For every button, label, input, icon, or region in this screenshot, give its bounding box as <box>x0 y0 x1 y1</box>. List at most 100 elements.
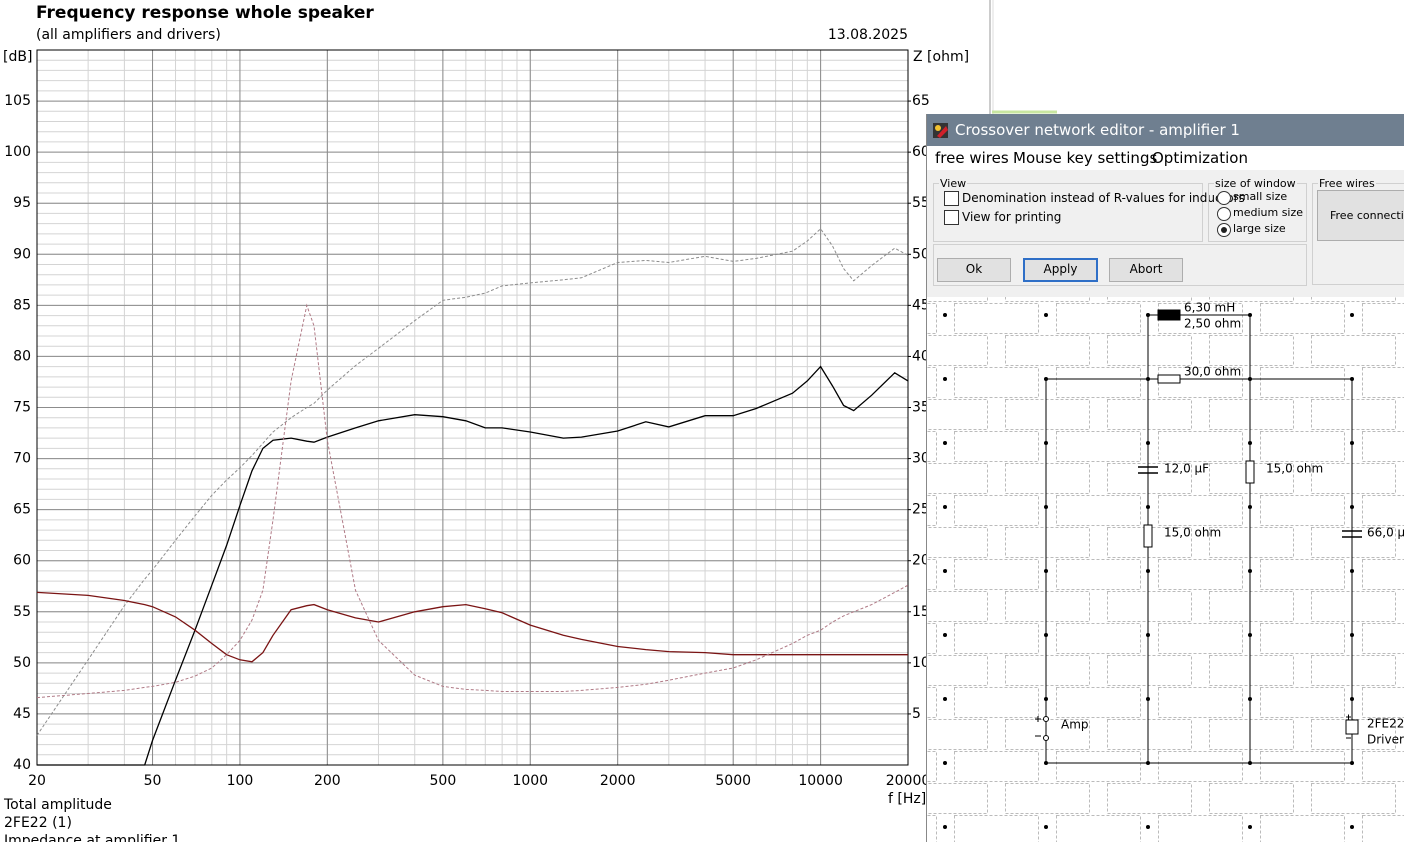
radio-label[interactable]: small size <box>1233 190 1288 203</box>
grid-dot <box>1044 825 1048 829</box>
y2-tick-label: 55 <box>912 195 930 211</box>
series-line <box>36 228 909 736</box>
x-tick-label: 10000 <box>798 773 843 789</box>
component-label: 15,0 ohm <box>1266 462 1323 476</box>
grid-dot <box>1248 441 1252 445</box>
y-tick-label: 40 <box>13 757 31 773</box>
y2-tick-label: 50 <box>912 246 930 262</box>
component-label: 2FE22 <box>1367 717 1404 731</box>
grid-dot <box>1350 825 1354 829</box>
y-tick-label: 55 <box>13 604 31 620</box>
circuit-canvas[interactable]: 6,30 mH 2,50 ohm 30,0 ohm 12,0 µF 15,0 o… <box>927 297 1404 842</box>
grid-dot <box>1248 313 1252 317</box>
radio[interactable] <box>1217 207 1231 221</box>
title-bar: Crossover network editor - amplifier 1 <box>927 114 1404 146</box>
grid-dot <box>1350 441 1354 445</box>
ok-button[interactable]: Ok <box>937 258 1011 282</box>
grid-dot <box>1146 441 1150 445</box>
grid-dot <box>1350 697 1354 701</box>
grid-dot <box>1350 761 1354 765</box>
y-tick-label: 105 <box>4 93 31 109</box>
grid-dot <box>1146 825 1150 829</box>
group-label: size of window <box>1214 177 1297 190</box>
component-label: 15,0 ohm <box>1164 526 1221 540</box>
grid-dot <box>1044 313 1048 317</box>
radio[interactable] <box>1217 191 1231 205</box>
inductor <box>1157 309 1181 321</box>
component-label: 66,0 µF <box>1367 526 1404 540</box>
menu-item[interactable]: Optimization <box>1152 149 1248 167</box>
y-tick-label: 60 <box>13 553 31 569</box>
component-label: Amp <box>1061 718 1089 732</box>
grid-dot <box>1248 825 1252 829</box>
y-tick-label: 45 <box>13 706 31 722</box>
x-tick-label: 20000 <box>886 773 931 789</box>
component-label: 30,0 ohm <box>1184 365 1241 379</box>
y2-tick-label: 30 <box>912 451 930 467</box>
grid-dot <box>943 441 947 445</box>
free-connection-button[interactable]: Free connection <box>1317 190 1404 241</box>
grid-dot <box>1350 313 1354 317</box>
grid-dot <box>1248 569 1252 573</box>
checkbox[interactable] <box>944 210 959 225</box>
y2-tick-label: 35 <box>912 400 930 416</box>
menu-bar: free wires Mouse key settings Optimizati… <box>927 146 1404 170</box>
y2-tick-label: 60 <box>912 144 930 160</box>
grid-dot <box>943 377 947 381</box>
view-group <box>933 183 1203 242</box>
apply-button[interactable]: Apply <box>1023 258 1098 282</box>
y-tick-label: 100 <box>4 144 31 160</box>
grid-dot <box>1044 441 1048 445</box>
x-tick-label: 50 <box>144 773 162 789</box>
terminal <box>1043 735 1049 741</box>
x-tick-label: 100 <box>227 773 254 789</box>
component-label: 12,0 µF <box>1164 462 1209 476</box>
grid-dot <box>943 633 947 637</box>
radio-label[interactable]: large size <box>1233 222 1286 235</box>
x-tick-label: 20 <box>28 773 46 789</box>
y2-tick-label: 25 <box>912 502 930 518</box>
driver <box>1345 719 1359 735</box>
grid-dot <box>1350 569 1354 573</box>
radio[interactable] <box>1217 223 1231 237</box>
radio-label[interactable]: medium size <box>1233 206 1304 219</box>
component-label: 6,30 mH <box>1184 301 1235 315</box>
capacitor <box>1342 530 1362 538</box>
y-tick-label: 75 <box>13 400 31 416</box>
abort-button[interactable]: Abort <box>1109 258 1183 282</box>
grid-dot <box>1146 313 1150 317</box>
grid-dot <box>1350 377 1354 381</box>
grid-dot <box>1248 761 1252 765</box>
x-tick-label: 2000 <box>600 773 636 789</box>
checkbox[interactable] <box>944 191 959 206</box>
menu-item[interactable]: free wires <box>935 149 1009 167</box>
y2-tick-label: 20 <box>912 553 930 569</box>
y2-tick-label: 65 <box>912 93 930 109</box>
x-tick-label: 1000 <box>512 773 548 789</box>
x-tick-label: 500 <box>430 773 457 789</box>
polarity <box>1035 714 1351 739</box>
series-line <box>36 303 909 699</box>
grid-dot <box>943 825 947 829</box>
grid-dot <box>1248 697 1252 701</box>
y-tick-label: 50 <box>13 655 31 671</box>
menu-item[interactable]: Mouse key settings <box>1013 149 1158 167</box>
grid-dot <box>1146 761 1150 765</box>
y2-tick-label: 40 <box>912 348 930 364</box>
legend-entry: 2FE22 (1) <box>4 815 72 831</box>
grid-dot <box>943 313 947 317</box>
x-tick-label: 200 <box>314 773 341 789</box>
grid-dot <box>1044 505 1048 509</box>
grid-dot <box>1044 697 1048 701</box>
y-tick-label: 65 <box>13 502 31 518</box>
component-label: Driver 1 <box>1367 733 1404 747</box>
y-tick-label: 85 <box>13 297 31 313</box>
plot-frame <box>36 49 909 766</box>
y2-tick-label: 15 <box>912 604 930 620</box>
grid-dot <box>1248 505 1252 509</box>
capacitor <box>1138 466 1158 474</box>
checkbox-label[interactable]: View for printing <box>962 210 1062 224</box>
grid-dot <box>1350 505 1354 509</box>
checkbox-label[interactable]: Denomination instead of R-values for ind… <box>962 191 1245 205</box>
